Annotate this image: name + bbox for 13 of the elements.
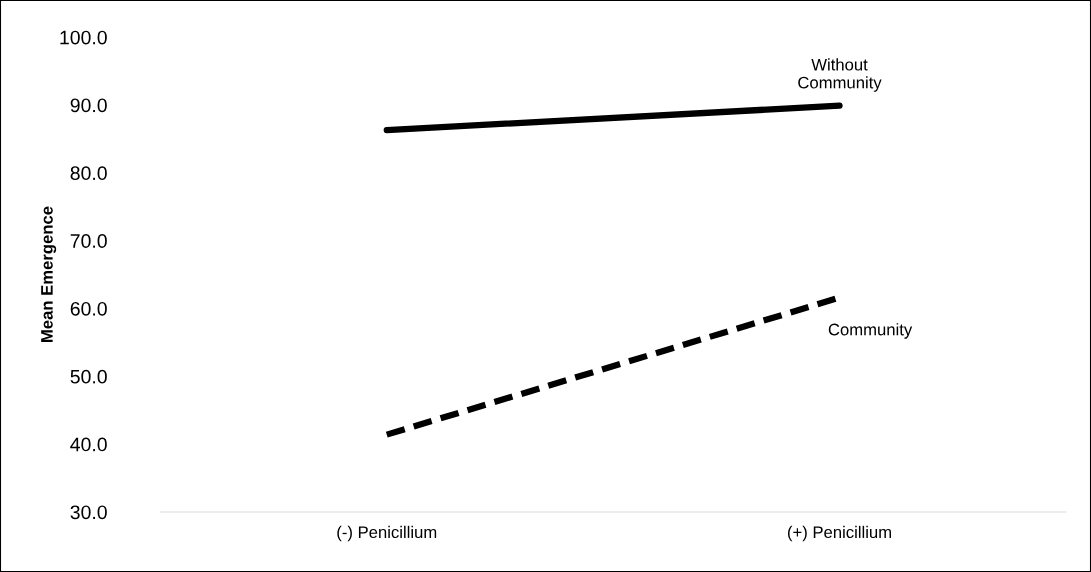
series-label: Without Community (798, 58, 882, 92)
x-tick-label: (-) Penicillium (337, 525, 437, 542)
y-tick-label: 100.0 (60, 30, 107, 45)
y-tick-label: 50.0 (70, 369, 107, 384)
y-tick-label: 70.0 (70, 234, 107, 248)
y-tick-label: 90.0 (70, 98, 107, 113)
y-tick-label: 80.0 (70, 166, 107, 181)
x-tick-label: (+) Penicillium (788, 525, 891, 542)
y-tick-label: 40.0 (70, 437, 107, 452)
series-label: Community (828, 323, 913, 339)
y-tick-label: 60.0 (70, 301, 107, 316)
y-tick-label: 30.0 (70, 505, 107, 520)
y-axis-title: Mean Emergence (41, 206, 57, 342)
